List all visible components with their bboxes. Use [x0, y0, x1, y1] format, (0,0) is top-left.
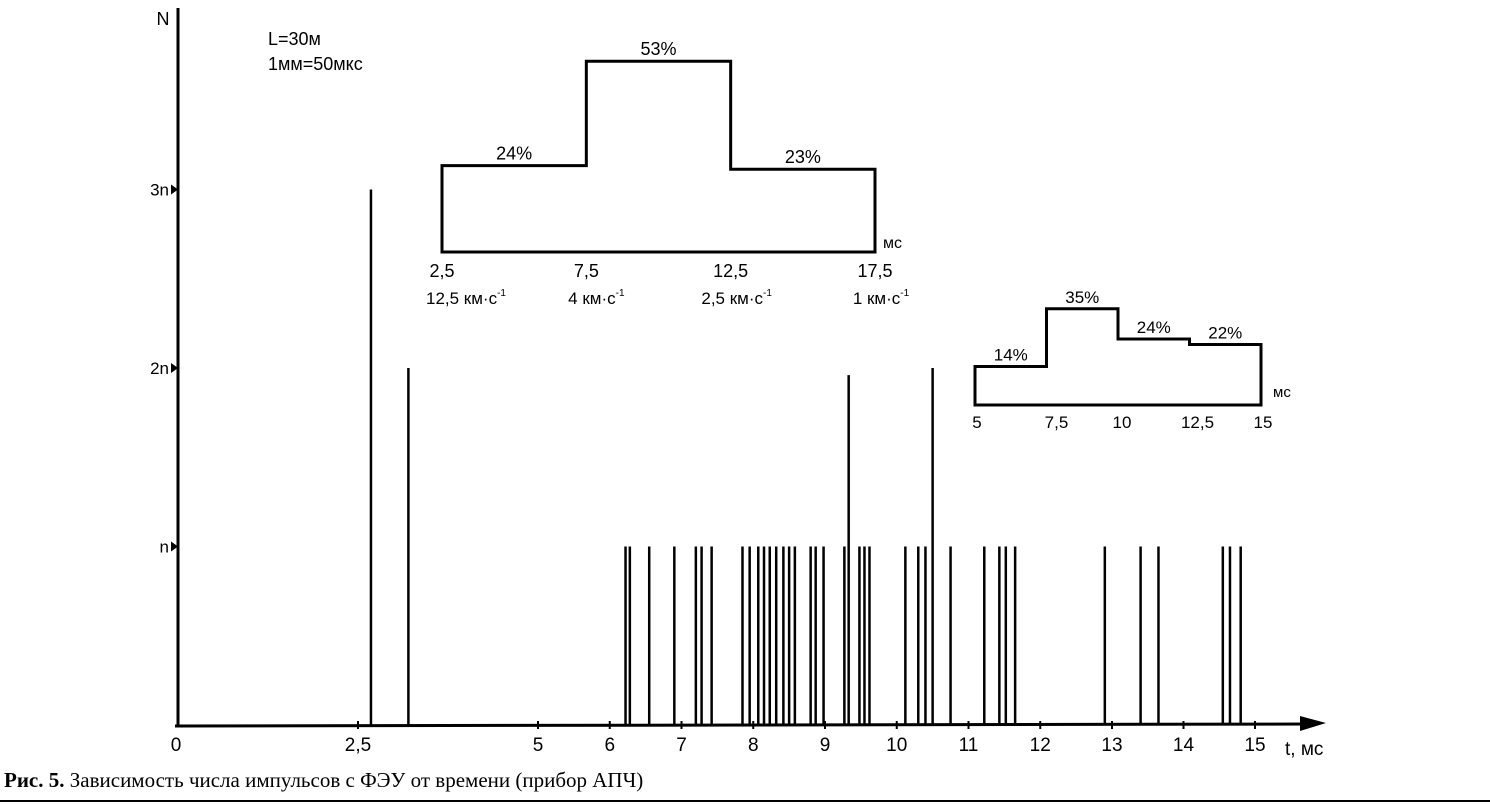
histogram-percent-label: 24% — [1137, 318, 1171, 337]
histogram-speed-label: 2,5 км·с-1 — [701, 288, 772, 308]
speed-value: 1 км·с — [853, 289, 901, 308]
histogram-x-label: 2,5 — [429, 261, 454, 281]
speed-exponent: -1 — [616, 288, 625, 299]
histogram-speed-label: 1 км·с-1 — [853, 288, 910, 308]
histogram-speed-label: 12,5 км·с-1 — [426, 288, 506, 308]
y-ticks: n 2n 3n — [150, 181, 178, 557]
caption-text: Зависимость числа импульсов с ФЭУ от вре… — [64, 768, 644, 792]
y-tick-label: n — [160, 538, 169, 557]
figure-caption: Рис. 5. Зависимость числа импульсов с ФЭ… — [4, 768, 643, 793]
histogram-percent-label: 53% — [640, 39, 676, 59]
x-tick-label: 10 — [886, 735, 907, 756]
speed-exponent: -1 — [763, 288, 772, 299]
x-ticks: 0 2,5 5 6 7 8 9 10 11 12 13 14 15 — [171, 721, 1266, 756]
speed-value: 12,5 км·с — [426, 289, 498, 308]
histogram-percent-label: 35% — [1065, 288, 1099, 307]
x-tick-label: 14 — [1173, 735, 1195, 756]
x-tick-label: 6 — [604, 735, 615, 756]
speed-exponent: -1 — [900, 288, 909, 299]
histogram-outline — [973, 307, 1263, 407]
caption-label: Рис. 5. — [4, 768, 65, 792]
histogram-x-label: 7,5 — [574, 261, 599, 281]
x-tick-label: 11 — [959, 735, 979, 756]
y-tick-mark — [171, 541, 178, 552]
y-tick-label: 3n — [150, 181, 169, 200]
histogram-percent-label: 22% — [1208, 324, 1242, 343]
x-tick-label: 8 — [748, 735, 759, 756]
x-tick-label: 5 — [533, 735, 544, 756]
histogram-percent-label: 23% — [785, 147, 821, 167]
pulses — [369, 189, 1242, 725]
y-axis-label: N — [157, 9, 170, 29]
histogram-x-label: 12,5 — [1181, 413, 1214, 432]
x-tick-label: 9 — [820, 735, 831, 756]
histogram-unit-label: мс — [1273, 384, 1291, 401]
speed-value: 4 км·с — [568, 289, 616, 308]
x-tick-label: 13 — [1101, 735, 1122, 756]
histogram-x-label: 15 — [1254, 413, 1273, 432]
histogram-x-label: 10 — [1113, 413, 1132, 432]
speed-value: 2,5 км·с — [701, 289, 763, 308]
histogram-speed-label: 4 км·с-1 — [568, 288, 625, 308]
x-axis-arrow — [1300, 716, 1326, 731]
histogram-percent-label: 14% — [994, 346, 1028, 365]
speed-exponent: -1 — [497, 288, 506, 299]
annotation-scale: 1мм=50мкс — [268, 54, 363, 74]
y-tick-mark — [171, 184, 178, 195]
histogram-x-label: 17,5 — [857, 261, 892, 281]
histogram-percent-label: 24% — [496, 144, 532, 164]
x-tick-label: 15 — [1244, 735, 1265, 756]
histogram-x-label: 12,5 — [713, 261, 748, 281]
histogram-unit-label: мс — [883, 235, 902, 252]
histogram-x-label: 5 — [972, 413, 981, 432]
histogram-x-label: 7,5 — [1045, 413, 1069, 432]
x-tick-label: 7 — [676, 735, 687, 756]
y-tick-label: 2n — [150, 359, 169, 378]
y-tick-mark — [171, 363, 178, 373]
x-tick-label: 2,5 — [345, 735, 371, 756]
x-axis-label: t, мс — [1285, 739, 1323, 760]
main-plot: N t, мс L=30м 1мм=50мкс 0 2,5 5 6 7 8 9 10 11 12 1… — [150, 8, 1326, 760]
histogram-outline — [440, 59, 877, 254]
annotation-length: L=30м — [268, 29, 321, 49]
x-tick-label: 0 — [171, 735, 182, 756]
x-tick-label: 12 — [1030, 735, 1051, 756]
caption-rule — [0, 800, 1490, 802]
